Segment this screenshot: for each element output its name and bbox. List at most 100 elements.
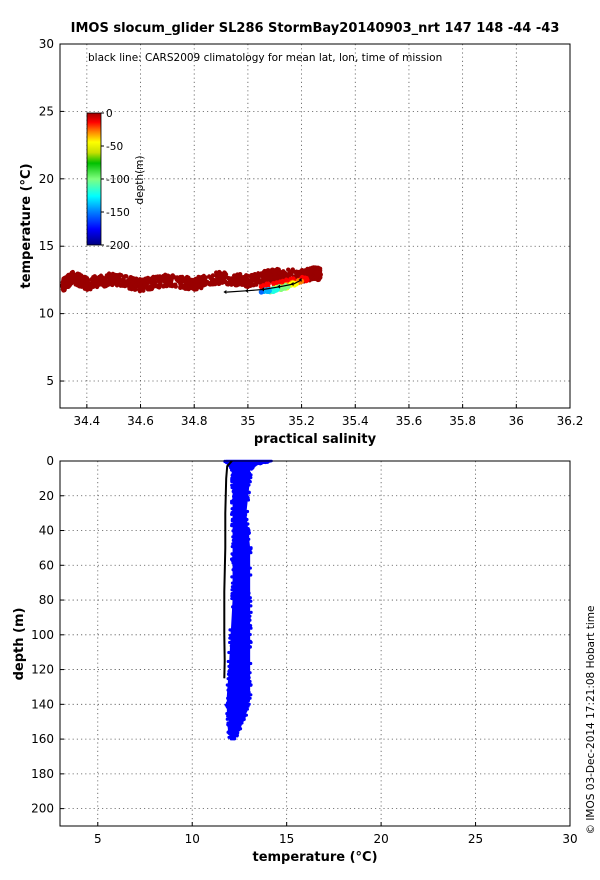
dp-point bbox=[230, 592, 234, 596]
ts-point bbox=[166, 276, 171, 281]
dp-grid bbox=[60, 460, 571, 826]
ts-point bbox=[184, 286, 189, 291]
ts-point bbox=[173, 284, 178, 289]
ts-point bbox=[258, 289, 264, 295]
dp-point bbox=[226, 688, 230, 692]
dp-point bbox=[246, 534, 250, 538]
ts-diagram-panel: 34.4 34.6 34.8 35 35.2 35.4 35.6 35.8 36 36.2 5 10… bbox=[19, 37, 583, 447]
ts-point bbox=[304, 277, 310, 283]
dp-axes-frame bbox=[59, 460, 571, 827]
dp-point bbox=[230, 545, 234, 549]
ts-x-tick-label: 35.6 bbox=[396, 414, 423, 428]
ts-x-tick-label: 36 bbox=[509, 414, 524, 428]
ts-x-tick-label: 35.4 bbox=[342, 414, 369, 428]
dp-point bbox=[238, 727, 243, 731]
dp-point bbox=[231, 542, 235, 546]
dp-point bbox=[248, 550, 252, 555]
dp-point bbox=[253, 463, 257, 467]
dp-x-tick-label: 5 bbox=[94, 832, 102, 846]
dp-point bbox=[228, 731, 232, 735]
ts-point bbox=[266, 271, 271, 276]
ts-climatology-marker bbox=[223, 290, 227, 295]
ts-point bbox=[158, 282, 163, 287]
dp-point bbox=[225, 683, 229, 687]
ts-point bbox=[236, 274, 242, 279]
dp-x-tick-label: 20 bbox=[373, 832, 388, 846]
ts-point bbox=[227, 276, 232, 282]
ts-climatology-path bbox=[226, 279, 302, 293]
dp-point bbox=[247, 640, 251, 645]
dp-point bbox=[247, 491, 251, 495]
ts-point bbox=[316, 266, 321, 271]
dp-y-tick-label: 140 bbox=[31, 697, 54, 711]
dp-point bbox=[229, 644, 233, 648]
dp-x-tick-label: 10 bbox=[185, 832, 200, 846]
dp-point bbox=[228, 628, 232, 632]
ts-x-tick-label: 34.4 bbox=[73, 414, 100, 428]
colorbar-tick-label: -50 bbox=[106, 141, 123, 153]
dp-point bbox=[258, 462, 262, 466]
ts-point bbox=[103, 276, 108, 282]
ts-point bbox=[184, 274, 190, 280]
dp-point bbox=[231, 535, 235, 539]
colorbar-tick-label: -200 bbox=[106, 240, 130, 252]
ts-point bbox=[60, 281, 66, 287]
ts-y-tick-label: 10 bbox=[39, 307, 54, 321]
ts-point bbox=[306, 268, 311, 274]
dp-x-tick-label: 25 bbox=[468, 832, 483, 846]
ts-point bbox=[262, 277, 267, 282]
ts-point bbox=[114, 279, 119, 284]
ts-point bbox=[272, 271, 278, 276]
depth-colorbar bbox=[86, 112, 102, 246]
ts-point bbox=[256, 274, 261, 279]
ts-point bbox=[213, 277, 219, 283]
dp-point bbox=[230, 588, 234, 592]
dp-point bbox=[249, 547, 253, 551]
dp-point bbox=[245, 495, 249, 499]
dp-point bbox=[227, 735, 231, 739]
colorbar-tick-labels: 0 -50 -100 -150 -200 bbox=[101, 108, 130, 252]
ts-point bbox=[279, 270, 284, 275]
dp-point bbox=[248, 618, 252, 622]
dp-point bbox=[231, 494, 236, 499]
ts-point bbox=[114, 283, 120, 288]
ts-point bbox=[250, 278, 256, 283]
ts-point bbox=[174, 277, 180, 282]
ts-scatter-points bbox=[60, 265, 323, 295]
ts-point bbox=[223, 279, 228, 285]
dp-point bbox=[235, 734, 239, 738]
ts-point bbox=[233, 274, 238, 279]
ts-y-tick-label: 20 bbox=[39, 172, 54, 186]
dp-point bbox=[230, 468, 234, 472]
dp-point bbox=[245, 517, 249, 522]
ts-point bbox=[168, 280, 173, 286]
ts-point bbox=[194, 283, 199, 288]
dp-climatology-line bbox=[223, 460, 233, 679]
dp-y-tick-label: 180 bbox=[31, 767, 54, 781]
ts-x-tick-labels: 34.4 34.6 34.8 35 35.2 35.4 35.6 35.8 36 36.2 bbox=[73, 414, 583, 428]
ts-point bbox=[254, 282, 259, 287]
ts-y-tick-label: 30 bbox=[39, 37, 54, 51]
ts-point bbox=[73, 282, 78, 287]
ts-y-tick-label: 5 bbox=[46, 374, 54, 388]
dp-point bbox=[230, 517, 235, 521]
dp-point bbox=[232, 737, 237, 741]
dp-point bbox=[230, 507, 234, 511]
dp-point bbox=[247, 531, 251, 535]
ts-point bbox=[214, 270, 219, 275]
ts-point bbox=[138, 284, 144, 290]
ts-point bbox=[265, 282, 270, 288]
dp-point bbox=[248, 596, 252, 600]
dp-point bbox=[247, 591, 251, 595]
dp-point bbox=[242, 715, 246, 719]
ts-point bbox=[133, 282, 138, 288]
ts-point bbox=[88, 285, 94, 290]
ts-climatology-marker bbox=[261, 287, 264, 292]
dp-point bbox=[249, 610, 253, 614]
dp-point bbox=[248, 671, 252, 675]
dp-point bbox=[230, 585, 235, 589]
ts-point bbox=[142, 281, 147, 286]
colorbar-tick-label: -150 bbox=[106, 207, 130, 219]
ts-point bbox=[283, 274, 288, 279]
figure-title: IMOS slocum_glider SL286 StormBay2014090… bbox=[71, 21, 560, 36]
